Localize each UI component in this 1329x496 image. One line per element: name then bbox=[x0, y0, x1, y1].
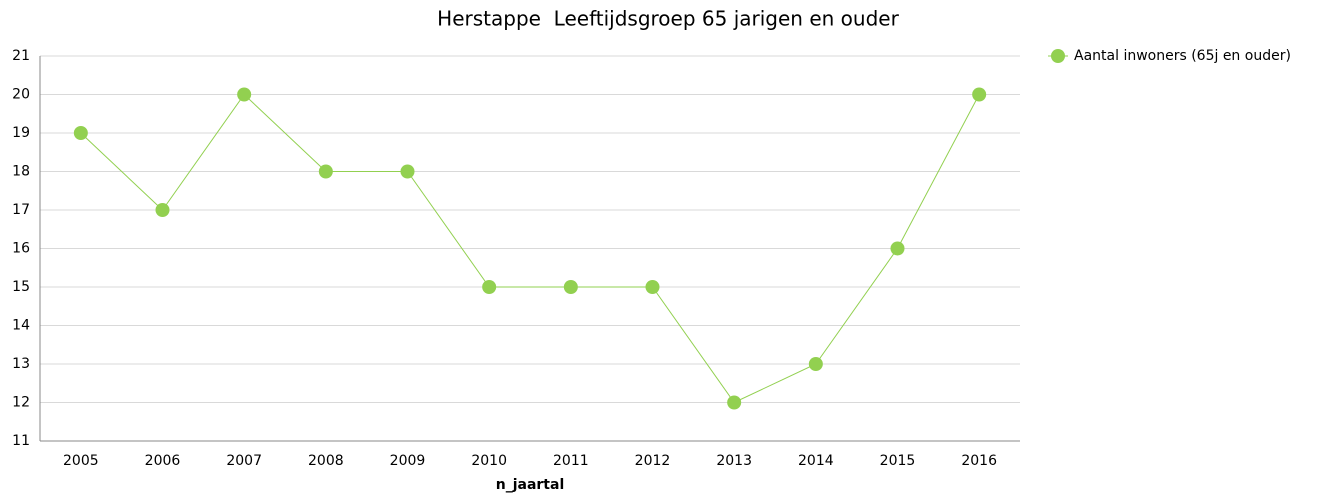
data-point bbox=[727, 395, 742, 410]
x-tick-label: 2008 bbox=[308, 453, 344, 469]
data-point bbox=[318, 164, 333, 179]
y-tick-label: 20 bbox=[12, 87, 30, 103]
legend-marker bbox=[1051, 49, 1065, 63]
x-tick-label: 2006 bbox=[145, 453, 181, 469]
chart-title: Herstappe Leeftijdsgroep 65 jarigen en o… bbox=[437, 7, 899, 31]
data-point bbox=[237, 87, 252, 102]
y-tick-label: 18 bbox=[12, 164, 30, 180]
y-tick-label: 12 bbox=[12, 395, 30, 411]
y-tick-label: 11 bbox=[12, 433, 30, 449]
x-tick-label: 2007 bbox=[226, 453, 262, 469]
data-point bbox=[645, 280, 660, 294]
x-tick-label: 2014 bbox=[798, 453, 834, 469]
x-tick-label: 2013 bbox=[716, 453, 752, 469]
y-tick-label: 21 bbox=[12, 48, 30, 64]
data-point bbox=[808, 357, 823, 371]
y-tick-label: 16 bbox=[12, 241, 30, 257]
data-point bbox=[890, 241, 905, 256]
y-tick-label: 15 bbox=[12, 279, 30, 295]
y-tick-label: 13 bbox=[12, 356, 30, 372]
y-tick-label: 14 bbox=[12, 318, 30, 334]
data-point bbox=[400, 164, 415, 179]
legend-label: Aantal inwoners (65j en ouder) bbox=[1074, 48, 1291, 64]
x-tick-label: 2005 bbox=[63, 453, 99, 469]
x-tick-label: 2015 bbox=[880, 453, 916, 469]
data-point bbox=[73, 126, 88, 140]
x-tick-label: 2016 bbox=[961, 453, 997, 469]
x-tick-label: 2009 bbox=[390, 453, 426, 469]
data-point bbox=[563, 280, 578, 294]
x-tick-label: 2011 bbox=[553, 453, 589, 469]
y-tick-label: 19 bbox=[12, 125, 30, 141]
series-line bbox=[80, 93, 980, 404]
data-point bbox=[972, 87, 987, 102]
x-axis-label: n_jaartal bbox=[496, 477, 565, 493]
x-tick-label: 2012 bbox=[635, 453, 671, 469]
data-point bbox=[482, 280, 497, 294]
data-point bbox=[155, 203, 170, 217]
x-tick-label: 2010 bbox=[471, 453, 507, 469]
y-tick-label: 17 bbox=[12, 202, 30, 218]
